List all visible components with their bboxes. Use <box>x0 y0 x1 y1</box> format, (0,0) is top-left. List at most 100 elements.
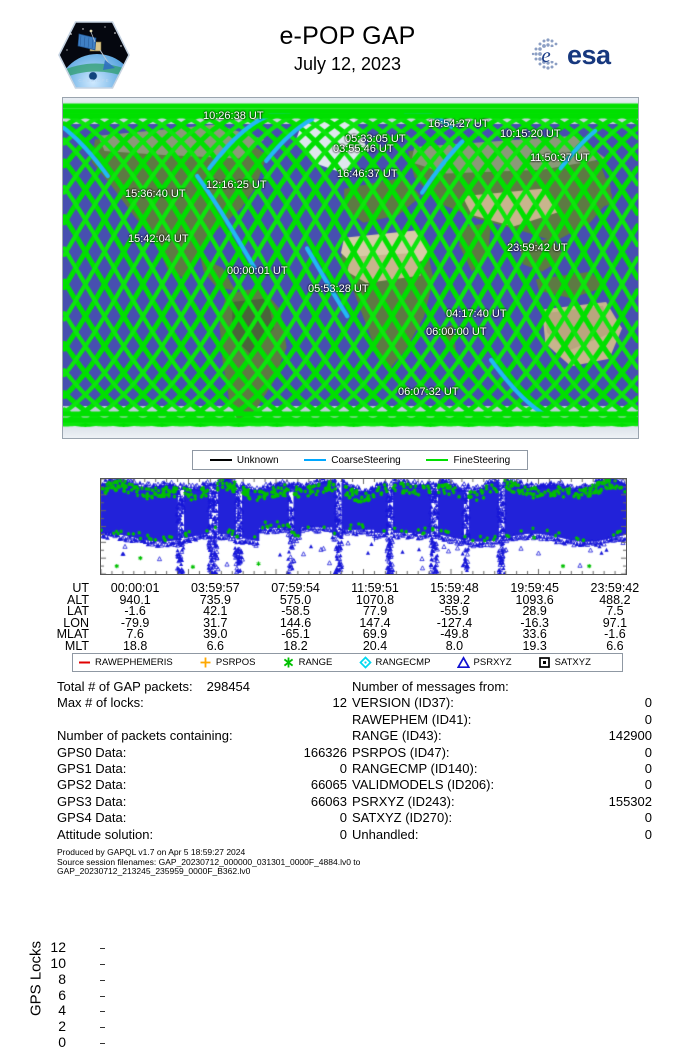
table-cell: 07:59:54 <box>271 581 320 595</box>
orbit-time-label: 10:26:38 UT <box>203 110 264 122</box>
orbit-time-label: 00:00:01 UT <box>227 265 288 277</box>
cassiope-mission-patch: CASSIOPE <box>57 20 131 90</box>
packet-statistics: Total # of GAP packets: 298454 Max # of … <box>57 679 347 843</box>
table-cell: 97.1 <box>602 615 628 630</box>
stat-row: RANGE (ID43): 142900 <box>352 728 652 744</box>
stat-row: GPS4 Data: 0 <box>57 810 347 826</box>
stat-row: VERSION (ID37): 0 <box>352 695 652 711</box>
orbit-time-label: 16:54:27 UT <box>428 118 489 130</box>
max-locks-label: Max # of locks: <box>57 695 144 711</box>
stat-value: 0 <box>644 777 652 793</box>
gps-y-tick: 4 <box>58 1002 66 1019</box>
ground-track-map: 10:26:38 UT 16:54:27 UT 10:15:20 UT 05:33:0… <box>62 97 639 439</box>
map-legend-item: CoarseSteering <box>304 455 401 466</box>
table-row: MLAT 7.6 39.0 -65.1 69.9 -49.8 33.6 -1.6 <box>45 627 655 642</box>
table-cell: -55.9 <box>440 604 469 619</box>
orbit-time-label: 12:16:25 UT <box>206 179 267 191</box>
legend-line-swatch <box>209 459 232 461</box>
message-legend-label: PSRPOS <box>215 657 256 668</box>
stat-label: PSRPOS (ID47): <box>352 744 450 760</box>
table-cell: -16.3 <box>520 615 549 630</box>
stat-row: RAWEPHEM (ID41): 0 <box>352 712 652 728</box>
orbit-time-label: 05:53:28 UT <box>308 283 369 295</box>
patch-text: CASSIOPE <box>78 78 109 83</box>
marker-dash-icon <box>78 656 91 669</box>
gps-y-tick-mark <box>100 995 105 997</box>
messages-from-header: Number of messages from: <box>352 679 509 694</box>
statistics-section: Total # of GAP packets: 298454 Max # of … <box>0 679 695 842</box>
table-row-header: UT <box>72 581 89 595</box>
table-row: UT 00:00:01 03:59:57 07:59:54 11:59:51 15:59:… <box>45 581 655 595</box>
map-canvas <box>63 98 638 438</box>
page-title: e-POP GAP <box>279 22 416 50</box>
table-cell: -1.6 <box>124 604 146 619</box>
table-cell: -79.9 <box>120 615 150 630</box>
packets-containing-list: GPS0 Data: 166326 GPS1 Data: 0 GPS2 Data: 660… <box>57 745 347 843</box>
table-cell: 8.0 <box>445 638 464 653</box>
table-cell: 1070.8 <box>355 592 395 607</box>
stat-label: PSRXYZ (ID243): <box>352 793 455 809</box>
message-legend-item: PSRXYZ <box>456 656 538 669</box>
message-legend-label: RAWEPHEMERIS <box>95 657 173 668</box>
map-legend-item: Unknown <box>209 454 279 466</box>
gps-y-tick: 2 <box>58 1018 66 1035</box>
marker-asterisk-icon <box>282 656 295 669</box>
stat-label: Unhandled: <box>352 826 419 842</box>
table-cell: 31.7 <box>203 615 228 630</box>
gps-y-tick-mark <box>100 979 105 981</box>
gps-y-tick: 12 <box>50 939 66 955</box>
table-cell: 28.9 <box>522 604 547 619</box>
table-row: MLT 18.8 6.6 18.2 20.4 8.0 19.3 6.6 <box>45 638 655 653</box>
map-legend: Unknown CoarseSteering FineSteering <box>192 450 528 470</box>
message-legend-item: SATXYZ <box>538 656 617 669</box>
messages-from-list: VERSION (ID37): 0 RAWEPHEM (ID41): 0 RANGE (… <box>352 695 652 843</box>
table-cell: 735.9 <box>199 592 231 607</box>
stat-label: GPS4 Data: <box>57 810 127 826</box>
stat-row: VALIDMODELS (ID206): 0 <box>352 777 652 793</box>
stat-label: RANGE (ID43): <box>352 728 442 744</box>
orbit-time-label: 06:07:32 UT <box>398 386 459 398</box>
orbit-time-label: 11:50:37 UT <box>530 152 590 164</box>
table-cell: 147.4 <box>359 615 391 630</box>
max-locks-row: Max # of locks: 12 <box>57 695 347 711</box>
spacer <box>57 712 347 728</box>
svg-text:e: e <box>541 43 550 67</box>
table-cell: 23:59:42 <box>590 581 640 595</box>
orbit-time-label: 03:55:46 UT <box>333 143 394 155</box>
stat-value: 0 <box>644 760 652 776</box>
table-row-header: MLAT <box>56 627 89 642</box>
stat-value: 0 <box>644 744 652 760</box>
message-legend-item: RANGE <box>282 656 359 669</box>
esa-wordmark: esa <box>567 40 612 70</box>
legend-line-swatch <box>426 459 449 461</box>
table-cell: 19.3 <box>522 638 547 653</box>
gps-plot-frame <box>100 478 627 575</box>
orbit-time-label: 05:33:05 UT <box>345 133 406 145</box>
table-cell: -127.4 <box>436 615 473 630</box>
page-header: CASSIOPE e-POP GAP July 12, 2023 <box>0 0 695 95</box>
table-cell: 42.1 <box>203 604 228 619</box>
stat-row: SATXYZ (ID270): 0 <box>352 810 652 826</box>
table-cell: 144.6 <box>279 615 312 630</box>
page-date: July 12, 2023 <box>293 54 402 74</box>
table-cell: 18.8 <box>122 638 148 653</box>
marker-square-icon <box>538 656 551 669</box>
marker-diamond-icon <box>358 656 372 669</box>
stat-row: GPS2 Data: 66065 <box>57 777 347 793</box>
stat-value: 0 <box>644 695 652 711</box>
total-packets-value: 298454 <box>206 679 251 694</box>
table-cell: 1093.6 <box>515 592 554 607</box>
table-row-header: LON <box>63 615 89 630</box>
stat-label: GPS2 Data: <box>57 777 127 793</box>
gps-plot-canvas <box>101 479 626 574</box>
message-legend-label: PSRXYZ <box>473 657 512 668</box>
table-cell: -58.5 <box>281 604 310 619</box>
stat-row: PSRXYZ (ID243): 155302 <box>352 794 652 810</box>
stat-value: 66063 <box>310 793 347 809</box>
map-legend-label: Unknown <box>236 454 279 466</box>
table-cell: 03:59:57 <box>190 581 240 595</box>
orbit-time-label: 15:36:40 UT <box>125 188 186 200</box>
ephemeris-table: UT 00:00:01 03:59:57 07:59:54 11:59:51 15:59:… <box>45 581 655 653</box>
table-cell: 575.0 <box>279 592 312 607</box>
table-cell: 33.6 <box>522 627 547 642</box>
